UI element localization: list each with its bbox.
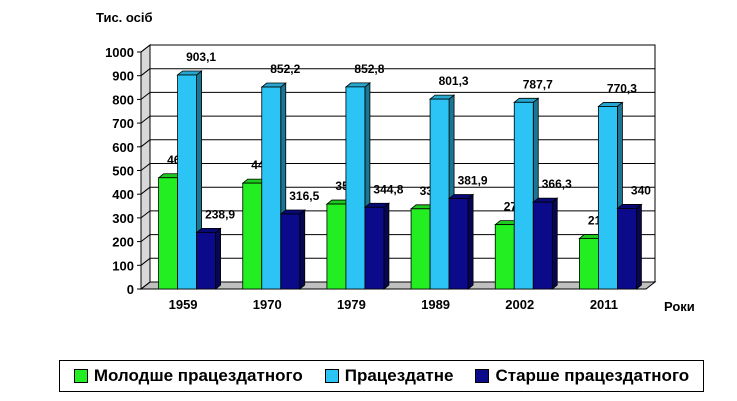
bar [345,86,366,290]
bar [410,208,431,290]
legend-swatch [324,369,339,383]
x-tick-label: 1959 [169,297,198,312]
bar-side [299,209,306,290]
bar [494,224,515,290]
legend-label: Молодше працездатного [93,366,303,385]
gridline-diagonal [140,281,151,290]
gridline-diagonal [140,186,151,195]
legend-item: Працездатне [324,366,454,386]
y-tick-label: 100 [112,258,134,273]
bar [261,86,282,290]
x-tick-label: 1979 [337,297,366,312]
bar [532,201,553,290]
legend-label: Старше працездатного [495,366,690,385]
bar [448,198,469,290]
legend-swatch [475,369,490,383]
bar [280,213,301,290]
data-label: 787,7 [523,77,553,91]
bar [364,206,385,290]
gridline-diagonal [140,234,151,242]
y-tick-label: 900 [112,69,134,84]
bar [158,177,178,290]
x-axis-title: Роки [664,299,695,314]
gridline-diagonal [140,139,151,148]
data-label: 344,8 [373,182,403,196]
y-tick-label: 0 [127,282,134,297]
y-tick-label: 300 [112,211,134,226]
data-label: 852,2 [270,62,300,76]
data-label: 238,9 [205,207,235,221]
y-axis-title: Тис. осіб [96,10,153,25]
bar [579,238,599,290]
legend-label: Працездатне [344,366,454,385]
data-label: 366,3 [542,177,572,191]
chart-legend: Молодше працездатного Працездатне Старше п… [59,360,704,392]
gridline-diagonal [140,115,151,124]
data-label: 903,1 [186,50,216,64]
y-tick-label: 600 [112,140,134,155]
bar-side [215,227,221,290]
data-label: 316,5 [289,189,319,203]
data-label: 340 [631,183,651,197]
data-label: 770,3 [607,81,637,95]
bar-side [383,202,390,290]
gridline-diagonal [140,163,151,171]
data-label: 381,9 [458,173,488,187]
data-label: 801,3 [439,74,469,88]
y-tick-label: 400 [112,187,134,202]
bar [196,231,216,290]
gridline-diagonal [140,92,151,100]
bar [242,182,263,290]
gridline-diagonal [140,68,151,77]
legend-item: Старше працездатного [475,366,689,386]
bar [326,203,347,290]
bar-side [551,197,558,290]
bar-side [636,203,642,290]
gridline-diagonal [140,210,151,219]
legend-swatch [73,369,88,383]
x-tick-label: 2002 [505,297,534,312]
gridline-diagonal [140,257,151,266]
bar [177,74,197,290]
bar-side [467,193,474,290]
y-tick-label: 200 [112,235,134,250]
gridline-diagonal [140,44,151,53]
bar [617,208,637,290]
bar [598,106,618,290]
data-label: 852,8 [354,62,384,76]
x-tick-label: 2011 [590,297,618,312]
bar [429,98,450,290]
bar [513,101,534,290]
legend-item: Молодше працездатного [73,366,303,386]
y-tick-label: 500 [112,164,134,179]
y-tick-label: 1000 [105,45,134,60]
x-tick-label: 1989 [421,297,450,312]
y-tick-label: 800 [112,92,134,107]
x-tick-label: 1970 [253,297,282,312]
y-tick-label: 700 [112,116,134,131]
